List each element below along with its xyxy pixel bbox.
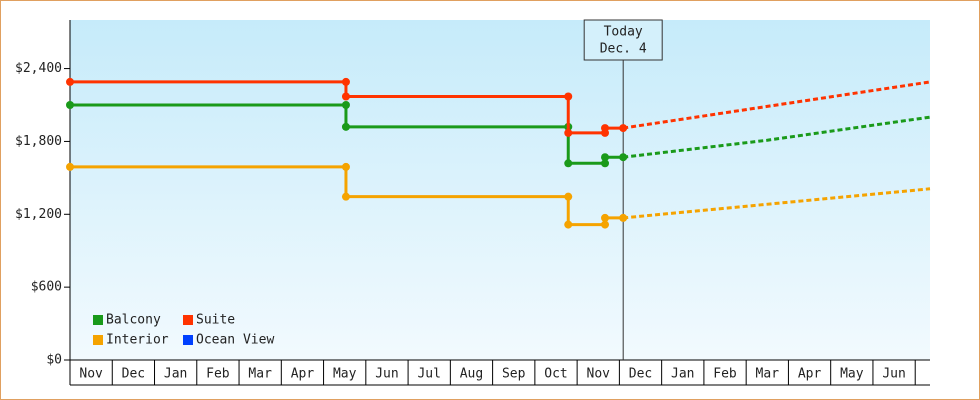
x-tick-label: Dec bbox=[122, 367, 145, 382]
x-tick-label: Apr bbox=[798, 367, 822, 382]
price-point bbox=[564, 128, 573, 137]
x-tick-label: May bbox=[840, 367, 864, 382]
legend-label: Balcony bbox=[106, 313, 161, 328]
price-point bbox=[341, 122, 350, 131]
y-tick-label: $1,800 bbox=[15, 134, 62, 149]
x-tick-label: Jun bbox=[375, 367, 398, 382]
legend-swatch bbox=[93, 315, 103, 325]
y-tick-label: $600 bbox=[31, 280, 62, 295]
legend-swatch bbox=[183, 315, 193, 325]
price-point bbox=[341, 162, 350, 171]
price-point bbox=[564, 192, 573, 201]
price-point bbox=[564, 92, 573, 101]
x-tick-label: Feb bbox=[713, 367, 737, 382]
x-tick-label: Mar bbox=[248, 367, 272, 382]
y-tick-label: $2,400 bbox=[15, 61, 62, 76]
x-tick-label: Nov bbox=[79, 367, 103, 382]
price-point bbox=[601, 213, 610, 222]
x-tick-label: Aug bbox=[460, 367, 483, 382]
y-tick-label: $0 bbox=[46, 353, 62, 368]
x-tick-label: Jan bbox=[671, 367, 694, 382]
today-box bbox=[583, 19, 663, 61]
price-point bbox=[601, 220, 610, 229]
projection-line bbox=[622, 80, 931, 130]
x-tick-label: Oct bbox=[544, 367, 567, 382]
price-point bbox=[341, 192, 350, 201]
x-tick-label: Nov bbox=[587, 367, 611, 382]
legend-swatch bbox=[183, 335, 193, 345]
projection-line bbox=[623, 115, 931, 159]
today-label: Today bbox=[604, 25, 643, 40]
price-point bbox=[341, 77, 350, 86]
x-tick-label: Mar bbox=[756, 367, 780, 382]
price-point bbox=[341, 92, 350, 101]
price-point bbox=[341, 101, 350, 109]
projection-line bbox=[623, 187, 931, 220]
price-point bbox=[66, 101, 74, 109]
today-date: Dec. 4 bbox=[600, 42, 647, 57]
price-point bbox=[564, 220, 573, 229]
price-point bbox=[564, 159, 573, 168]
x-tick-label: Sep bbox=[502, 367, 526, 382]
price-point bbox=[66, 77, 74, 86]
legend-label: Suite bbox=[196, 313, 235, 328]
price-point bbox=[601, 153, 610, 162]
price-point bbox=[66, 162, 74, 171]
x-tick-label: Dec bbox=[629, 367, 652, 382]
y-tick-label: $1,200 bbox=[15, 207, 62, 222]
x-tick-label: Feb bbox=[206, 367, 230, 382]
legend-label: Interior bbox=[106, 333, 169, 348]
legend-label: Ocean View bbox=[196, 333, 274, 348]
x-tick-label: May bbox=[333, 367, 357, 382]
x-tick-label: Jan bbox=[164, 367, 187, 382]
price-point bbox=[601, 159, 610, 168]
legend-swatch bbox=[93, 335, 103, 345]
price-point bbox=[601, 124, 610, 133]
plot-area bbox=[70, 20, 930, 360]
x-tick-label: Jul bbox=[417, 367, 440, 382]
x-tick-label: Jun bbox=[882, 367, 905, 382]
x-tick-label: Apr bbox=[291, 367, 315, 382]
